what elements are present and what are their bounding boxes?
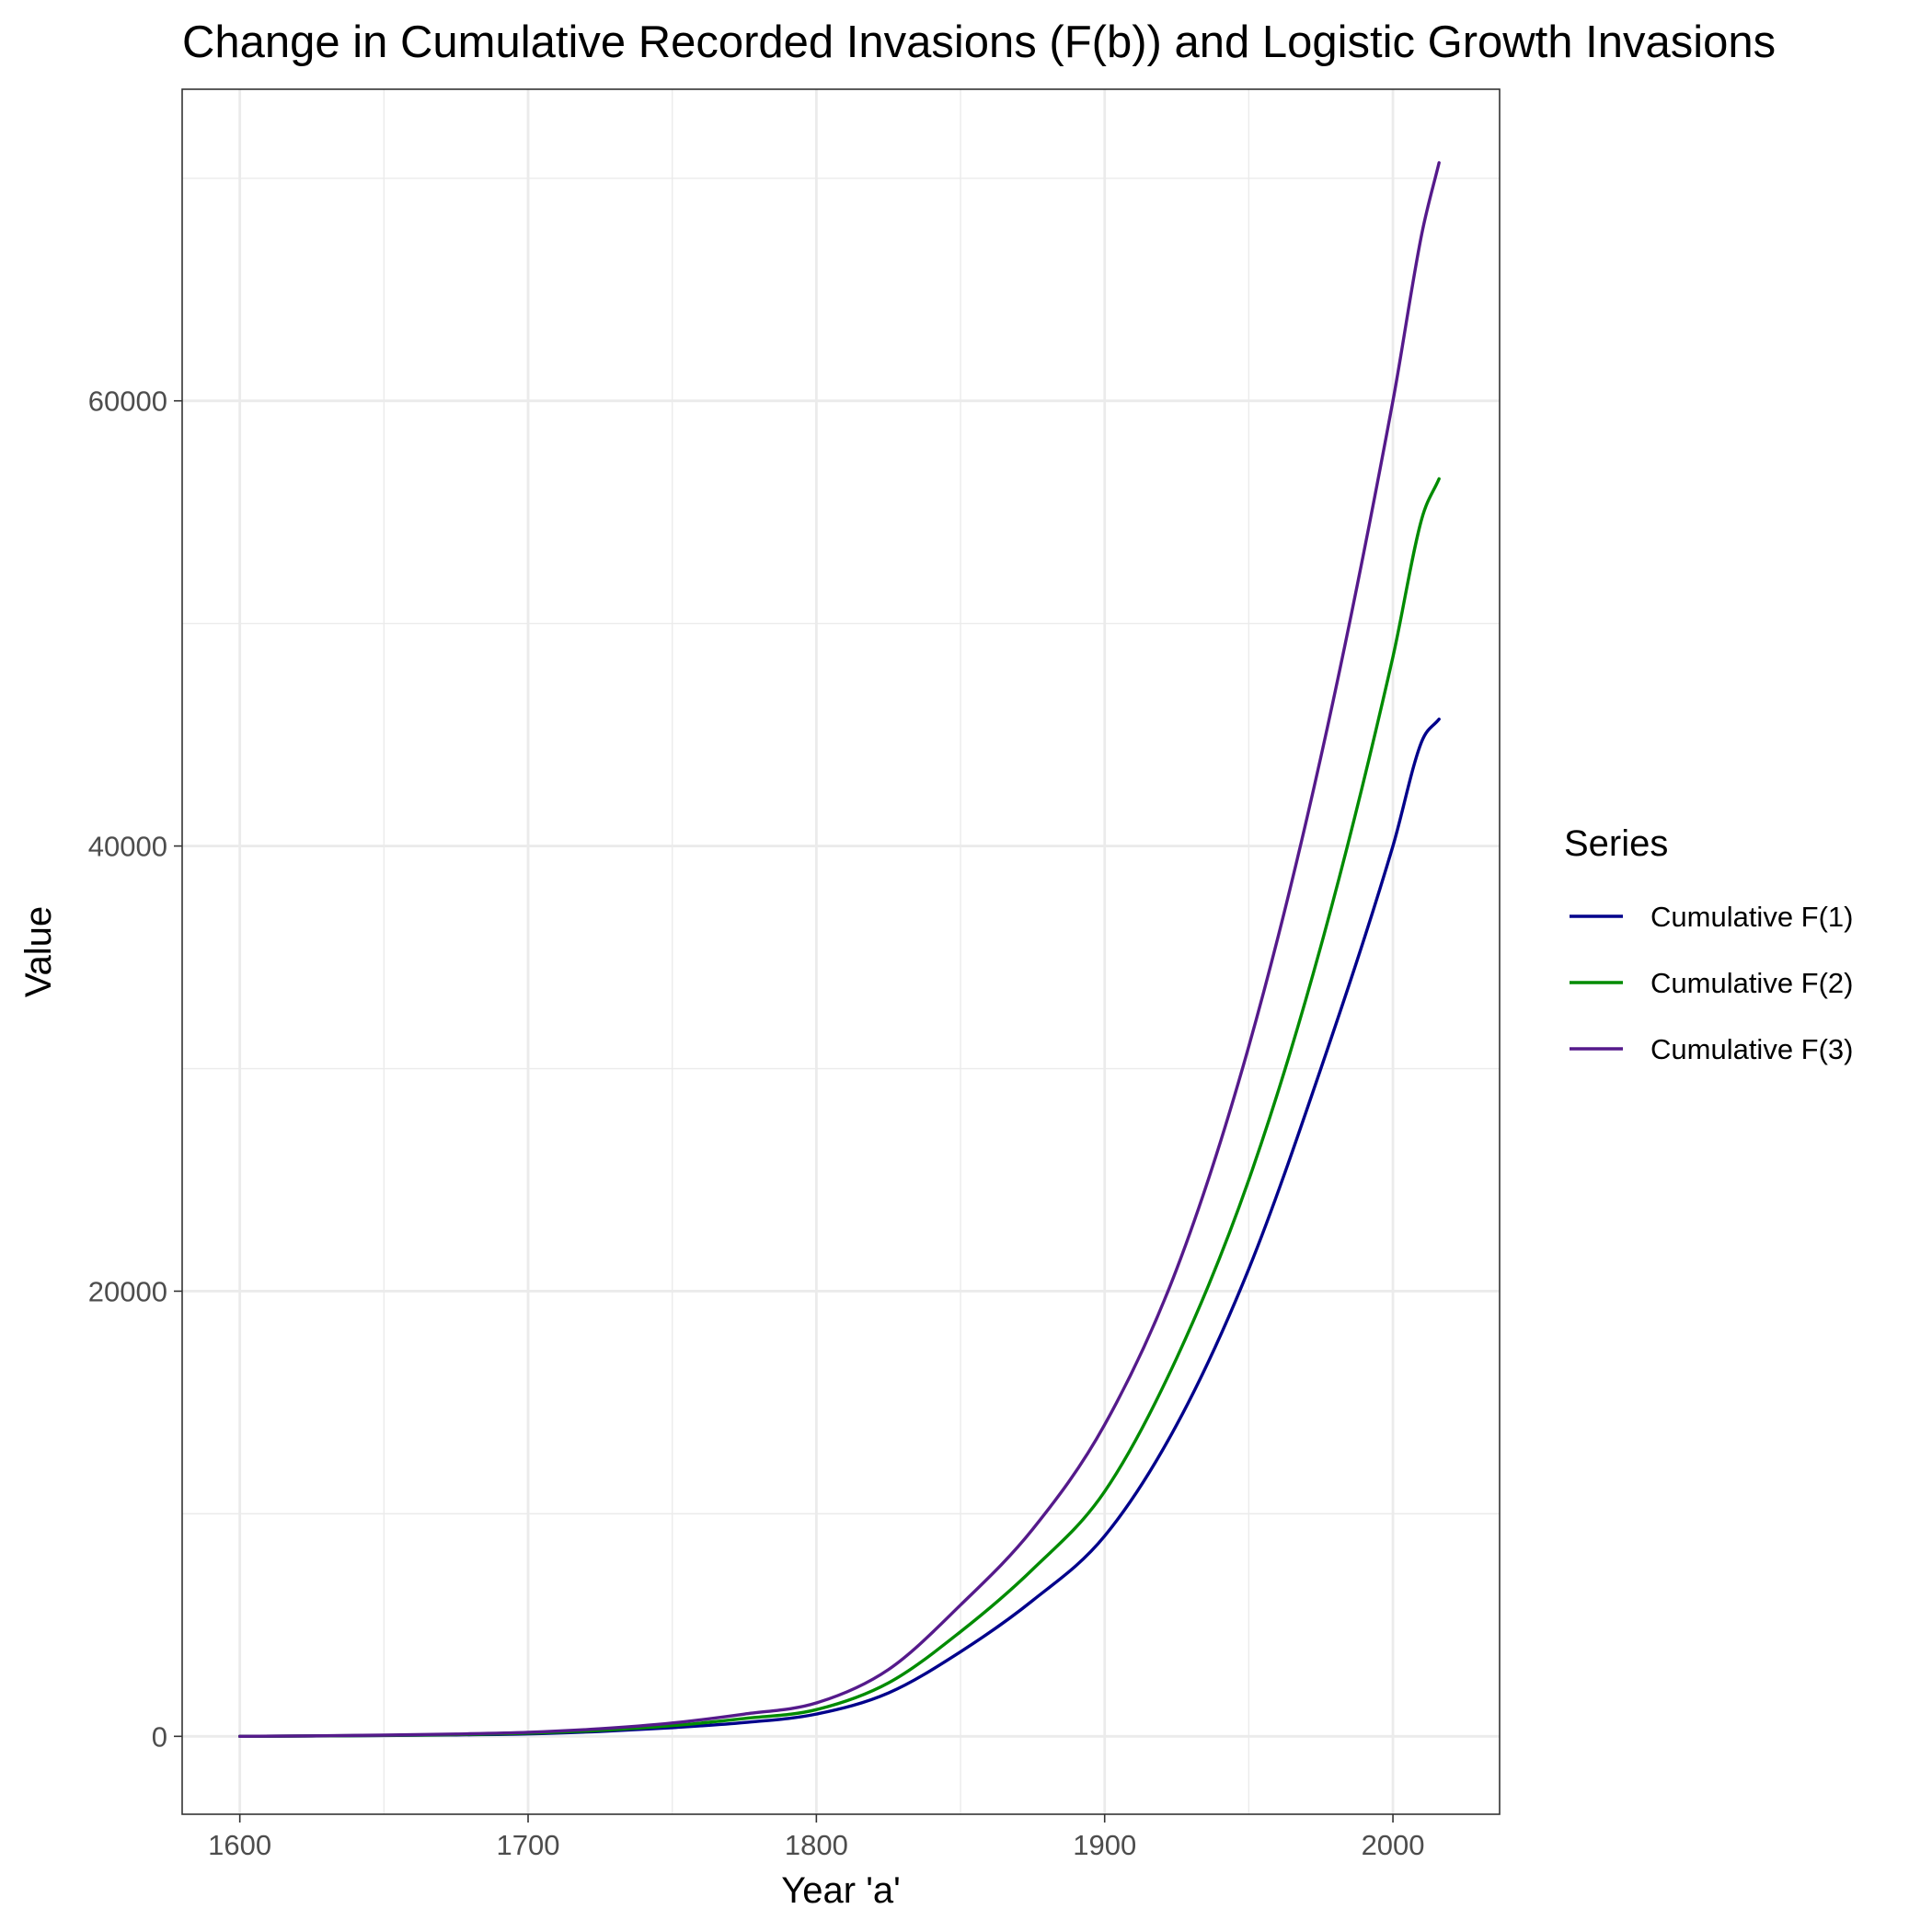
y-tick-label: 0 xyxy=(152,1720,167,1753)
series-lines xyxy=(237,161,1441,1739)
x-tick-label: 1900 xyxy=(1073,1829,1136,1861)
y-axis-title: Value xyxy=(18,906,59,997)
x-axis-title: Year 'a' xyxy=(781,1870,900,1911)
y-axis: 0 20000 40000 60000 xyxy=(88,385,182,1753)
legend-label-2: Cumulative F(2) xyxy=(1650,967,1854,999)
x-tick-label: 1700 xyxy=(497,1829,560,1861)
series-line-3 xyxy=(237,161,1441,1739)
legend-label-3: Cumulative F(3) xyxy=(1650,1033,1854,1065)
x-axis: 1600 1700 1800 1900 2000 xyxy=(208,1814,1425,1861)
x-tick-label: 1800 xyxy=(785,1829,848,1861)
legend: Series Cumulative F(1) Cumulative F(2) Cum… xyxy=(1564,823,1854,1065)
y-tick-label: 60000 xyxy=(88,385,167,418)
major-gridlines xyxy=(182,89,1500,1814)
legend-label-1: Cumulative F(1) xyxy=(1650,901,1854,933)
x-tick-label: 2000 xyxy=(1362,1829,1425,1861)
plot-border xyxy=(181,88,1501,1815)
plot-panel xyxy=(182,89,1500,1814)
x-tick-label: 1600 xyxy=(208,1829,271,1861)
minor-gridlines xyxy=(182,89,1500,1814)
y-tick-label: 40000 xyxy=(88,831,167,863)
y-tick-label: 20000 xyxy=(88,1275,167,1307)
legend-title: Series xyxy=(1564,823,1668,864)
chart-title: Change in Cumulative Recorded Invasions … xyxy=(182,17,1776,67)
